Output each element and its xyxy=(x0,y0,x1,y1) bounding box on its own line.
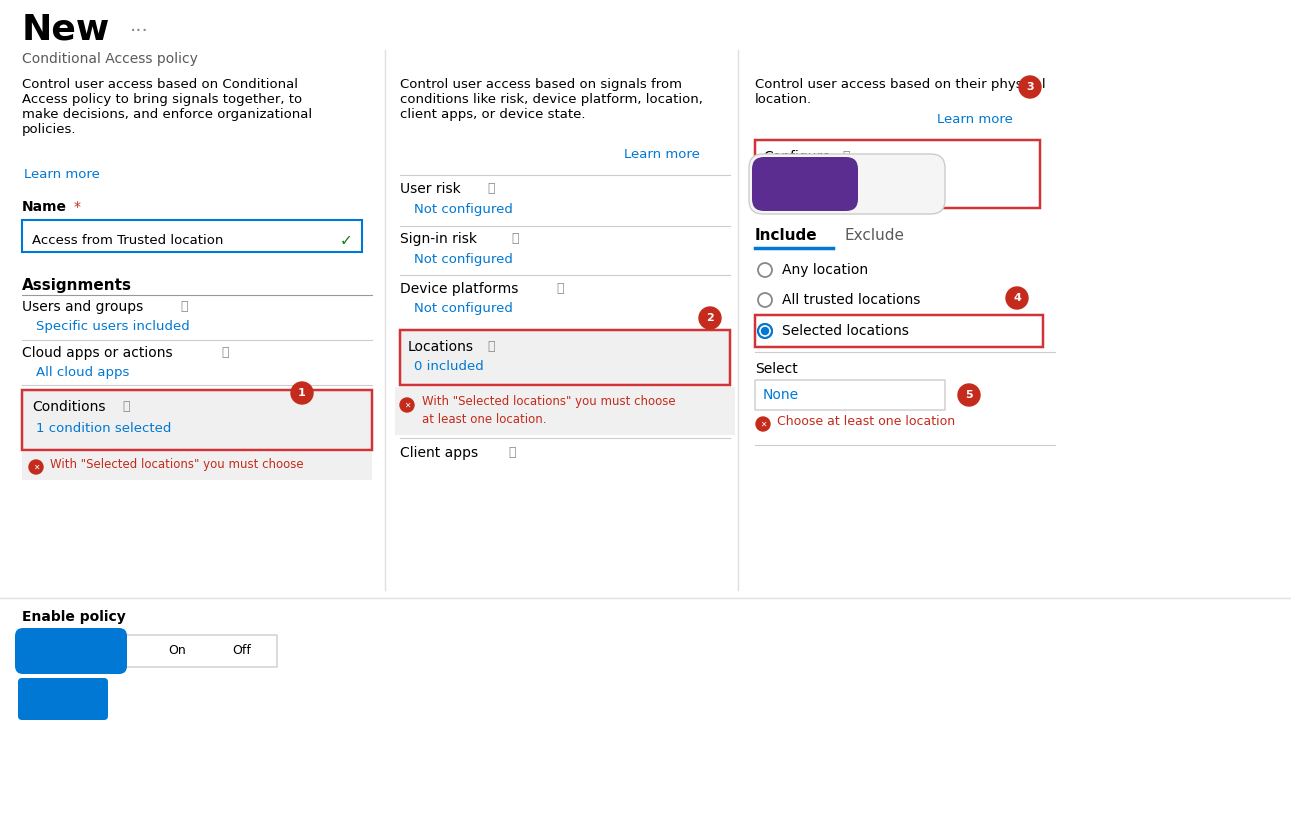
Text: ⓘ: ⓘ xyxy=(507,232,519,245)
Text: 1 condition selected: 1 condition selected xyxy=(36,422,172,435)
Text: ⓘ: ⓘ xyxy=(218,346,230,359)
Text: *: * xyxy=(74,200,81,214)
Text: Off: Off xyxy=(232,644,252,658)
Text: ⓘ: ⓘ xyxy=(119,400,130,413)
Text: Sign-in risk: Sign-in risk xyxy=(400,232,476,246)
Text: ⓘ: ⓘ xyxy=(839,150,851,163)
Circle shape xyxy=(28,460,43,474)
FancyBboxPatch shape xyxy=(751,157,859,211)
Text: ⓘ: ⓘ xyxy=(484,340,496,353)
Text: None: None xyxy=(763,388,799,402)
Text: Locations: Locations xyxy=(408,340,474,354)
Text: Conditions: Conditions xyxy=(32,400,106,414)
FancyBboxPatch shape xyxy=(755,140,1041,208)
FancyBboxPatch shape xyxy=(22,635,278,667)
Text: 1: 1 xyxy=(298,388,306,398)
Circle shape xyxy=(1006,287,1028,309)
Text: Selected locations: Selected locations xyxy=(782,324,909,338)
Text: Include: Include xyxy=(755,228,817,243)
Circle shape xyxy=(290,382,312,404)
Text: Users and groups: Users and groups xyxy=(22,300,143,314)
Text: With "Selected locations" you must choose
at least one location.: With "Selected locations" you must choos… xyxy=(422,395,675,426)
Text: Access from Trusted location: Access from Trusted location xyxy=(32,235,223,247)
Circle shape xyxy=(758,293,772,307)
FancyBboxPatch shape xyxy=(400,330,729,385)
Text: All cloud apps: All cloud apps xyxy=(36,366,129,379)
Text: ✓: ✓ xyxy=(340,233,352,249)
Text: Not configured: Not configured xyxy=(414,203,513,216)
Circle shape xyxy=(400,398,414,412)
Text: Configure: Configure xyxy=(763,150,830,164)
Text: ⓘ: ⓘ xyxy=(553,282,564,295)
Circle shape xyxy=(762,328,768,334)
Text: 3: 3 xyxy=(1026,82,1034,92)
Text: 0 included: 0 included xyxy=(414,360,484,373)
FancyBboxPatch shape xyxy=(755,380,945,410)
FancyBboxPatch shape xyxy=(749,154,945,214)
Text: Control user access based on signals from
conditions like risk, device platform,: Control user access based on signals fro… xyxy=(400,78,702,121)
Text: ✕: ✕ xyxy=(404,401,411,410)
Text: Select: Select xyxy=(755,362,798,376)
Text: 4: 4 xyxy=(1013,293,1021,303)
Circle shape xyxy=(757,417,769,431)
Text: No: No xyxy=(886,177,905,191)
FancyBboxPatch shape xyxy=(395,387,735,435)
Text: Conditional Access policy: Conditional Access policy xyxy=(22,52,198,66)
Text: Any location: Any location xyxy=(782,263,868,277)
Text: All trusted locations: All trusted locations xyxy=(782,293,920,307)
FancyBboxPatch shape xyxy=(18,678,108,720)
Text: Control user access based on Conditional
Access policy to bring signals together: Control user access based on Conditional… xyxy=(22,78,312,136)
Text: Learn more: Learn more xyxy=(624,148,700,161)
FancyBboxPatch shape xyxy=(755,315,1043,347)
Text: Client apps: Client apps xyxy=(400,446,478,460)
FancyBboxPatch shape xyxy=(15,628,127,674)
Text: With "Selected locations" you must choose: With "Selected locations" you must choos… xyxy=(50,458,303,471)
Text: Control user access based on their physical
location.: Control user access based on their physi… xyxy=(755,78,1046,106)
Text: Choose at least one location: Choose at least one location xyxy=(777,415,955,428)
Text: User risk: User risk xyxy=(400,182,461,196)
Text: Enable policy: Enable policy xyxy=(22,610,125,624)
Text: Not configured: Not configured xyxy=(414,302,513,315)
Circle shape xyxy=(758,324,772,338)
Text: ⓘ: ⓘ xyxy=(177,300,188,313)
Text: ✕: ✕ xyxy=(32,462,39,471)
Text: New: New xyxy=(22,12,110,46)
Text: Assignments: Assignments xyxy=(22,278,132,293)
FancyBboxPatch shape xyxy=(22,390,372,450)
FancyBboxPatch shape xyxy=(22,220,361,252)
Text: 2: 2 xyxy=(706,313,714,323)
Circle shape xyxy=(698,307,720,329)
Text: 5: 5 xyxy=(966,390,973,400)
Circle shape xyxy=(1019,76,1041,98)
Text: ...: ... xyxy=(130,16,148,35)
Text: ⓘ: ⓘ xyxy=(484,182,496,195)
Text: Name: Name xyxy=(22,200,67,214)
Circle shape xyxy=(958,384,980,406)
Text: Learn more: Learn more xyxy=(25,168,99,181)
Text: ⓘ: ⓘ xyxy=(505,446,516,459)
Text: Exclude: Exclude xyxy=(846,228,905,243)
Text: Learn more: Learn more xyxy=(937,113,1013,126)
Text: Create: Create xyxy=(37,692,89,706)
Text: Yes: Yes xyxy=(791,177,818,191)
Text: Device platforms: Device platforms xyxy=(400,282,519,296)
Text: On: On xyxy=(168,644,186,658)
Text: ✕: ✕ xyxy=(760,420,766,429)
Text: Cloud apps or actions: Cloud apps or actions xyxy=(22,346,173,360)
Text: Not configured: Not configured xyxy=(414,253,513,266)
Circle shape xyxy=(758,263,772,277)
Text: Report-only: Report-only xyxy=(32,644,110,658)
FancyBboxPatch shape xyxy=(22,452,372,480)
Text: Specific users included: Specific users included xyxy=(36,320,190,333)
